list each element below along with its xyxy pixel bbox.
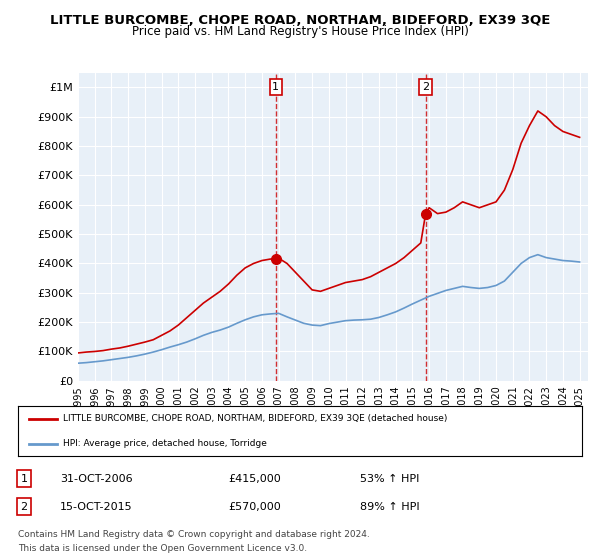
Text: HPI: Average price, detached house, Torridge: HPI: Average price, detached house, Torr… bbox=[63, 439, 267, 449]
Text: LITTLE BURCOMBE, CHOPE ROAD, NORTHAM, BIDEFORD, EX39 3QE: LITTLE BURCOMBE, CHOPE ROAD, NORTHAM, BI… bbox=[50, 14, 550, 27]
Text: 89% ↑ HPI: 89% ↑ HPI bbox=[360, 502, 419, 512]
Text: Contains HM Land Registry data © Crown copyright and database right 2024.: Contains HM Land Registry data © Crown c… bbox=[18, 530, 370, 539]
Text: 31-OCT-2006: 31-OCT-2006 bbox=[60, 474, 133, 484]
Text: 2: 2 bbox=[20, 502, 28, 512]
Text: 1: 1 bbox=[20, 474, 28, 484]
Text: Price paid vs. HM Land Registry's House Price Index (HPI): Price paid vs. HM Land Registry's House … bbox=[131, 25, 469, 38]
Text: 15-OCT-2015: 15-OCT-2015 bbox=[60, 502, 133, 512]
Text: 53% ↑ HPI: 53% ↑ HPI bbox=[360, 474, 419, 484]
Text: 2: 2 bbox=[422, 82, 429, 92]
Text: £570,000: £570,000 bbox=[228, 502, 281, 512]
Text: LITTLE BURCOMBE, CHOPE ROAD, NORTHAM, BIDEFORD, EX39 3QE (detached house): LITTLE BURCOMBE, CHOPE ROAD, NORTHAM, BI… bbox=[63, 414, 448, 423]
Text: This data is licensed under the Open Government Licence v3.0.: This data is licensed under the Open Gov… bbox=[18, 544, 307, 553]
Text: 1: 1 bbox=[272, 82, 280, 92]
Text: £415,000: £415,000 bbox=[228, 474, 281, 484]
